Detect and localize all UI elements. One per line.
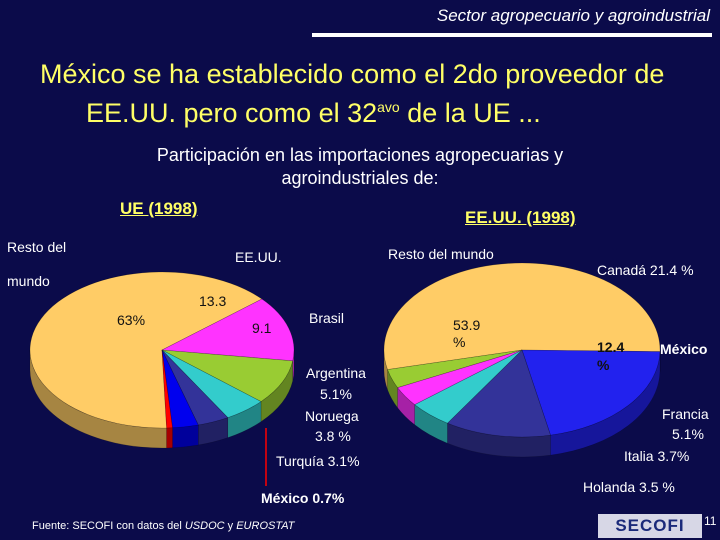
us-value-resto-1: 53.9 — [453, 317, 481, 333]
headline-line-2-post: de la UE ... — [399, 98, 541, 128]
ue-slice-side — [172, 424, 199, 449]
ue-label-mexico: México 0.7% — [261, 490, 345, 506]
ue-label-resto-line-1: Resto del — [7, 239, 67, 255]
ue-value-argentina: 5.1% — [320, 386, 352, 402]
headline-line-2: EE.UU. pero como el 32avo de la UE ... — [40, 91, 664, 130]
subtitle-line-2: agroindustriales de: — [281, 168, 439, 188]
ue-label-turquia: Turquía 3.1% — [276, 453, 360, 469]
ue-value-brasil: 9.1 — [252, 320, 272, 336]
us-label-mexico: México — [660, 341, 708, 357]
chart-title-us: EE.UU. (1998) — [465, 208, 576, 227]
footer-source: Fuente: SECOFI con datos del USDOC y EUR… — [32, 520, 294, 532]
us-slice — [383, 262, 661, 370]
ue-label-resto-line-2: mundo — [7, 273, 50, 289]
source-prefix: Fuente: SECOFI con datos del — [32, 520, 185, 532]
section-title: Sector agropecuario y agroindustrial — [436, 6, 710, 25]
ue-slice — [161, 349, 173, 429]
subtitle-line-1: Participación en las importaciones agrop… — [156, 145, 564, 165]
us-slice — [521, 349, 661, 436]
ue-label-noruega: Noruega — [305, 408, 359, 424]
us-value-mexico-1: 12.4 — [597, 339, 625, 355]
us-value-francia: 5.1% — [672, 426, 704, 442]
us-slice — [414, 349, 523, 424]
ue-slice-side — [166, 427, 173, 449]
ue-value-eeuu: 13.3 — [199, 293, 227, 309]
us-slice — [387, 349, 523, 388]
secofi-logo: SECOFI — [598, 514, 702, 538]
source-usdoc: USDOC — [184, 520, 225, 532]
headline-line-1: México se ha establecido como el 2do pro… — [40, 59, 665, 89]
us-label-canada: Canadá 21.4 % — [597, 262, 694, 278]
page-number: 11 — [704, 514, 717, 528]
us-value-resto-2: % — [453, 334, 466, 350]
us-slice — [397, 349, 523, 406]
subtitle: Participación en las importaciones agrop… — [0, 144, 720, 190]
headline-superscript: avo — [377, 99, 400, 115]
us-label-resto: Resto del mundo — [388, 246, 494, 262]
us-slice — [446, 349, 551, 438]
chart-title-ue: UE (1998) — [120, 199, 198, 218]
section-underline — [312, 33, 712, 37]
ue-slice — [161, 349, 262, 418]
ue-label-eeuu: EE.UU. — [235, 249, 282, 265]
pie-chart-ue — [29, 271, 295, 449]
headline-line-2-pre: EE.UU. pero como el 32 — [86, 98, 378, 128]
us-label-italia: Italia 3.7% — [624, 448, 690, 464]
pie-chart-us — [383, 262, 661, 458]
headline: México se ha establecido como el 2do pro… — [40, 58, 664, 130]
ue-slice — [161, 349, 199, 429]
us-label-holanda: Holanda 3.5 % — [583, 479, 675, 495]
ue-label-brasil: Brasil — [309, 310, 345, 326]
source-eurostat: EUROSTAT — [236, 520, 295, 532]
us-label-francia: Francia — [662, 406, 709, 422]
ue-slice — [161, 349, 294, 402]
ue-slice — [160, 298, 295, 362]
ue-slice — [29, 271, 263, 429]
source-connector: y — [224, 520, 237, 532]
ue-slice — [161, 349, 229, 426]
ue-value-resto: 63% — [117, 312, 146, 328]
ue-value-noruega: 3.8 % — [315, 428, 351, 444]
us-value-mexico-2: % — [597, 357, 610, 373]
ue-label-argentina: Argentina — [306, 365, 366, 381]
